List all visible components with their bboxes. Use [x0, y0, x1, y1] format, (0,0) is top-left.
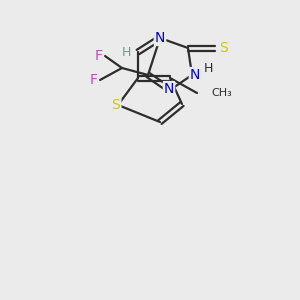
- Text: F: F: [95, 49, 103, 63]
- Text: S: S: [112, 98, 120, 112]
- Text: H: H: [121, 46, 131, 59]
- Text: S: S: [219, 41, 227, 55]
- Text: H: H: [203, 62, 213, 76]
- Text: N: N: [164, 82, 174, 96]
- Text: CH₃: CH₃: [211, 88, 232, 98]
- Text: N: N: [155, 31, 165, 45]
- Text: F: F: [90, 73, 98, 87]
- Text: N: N: [190, 68, 200, 82]
